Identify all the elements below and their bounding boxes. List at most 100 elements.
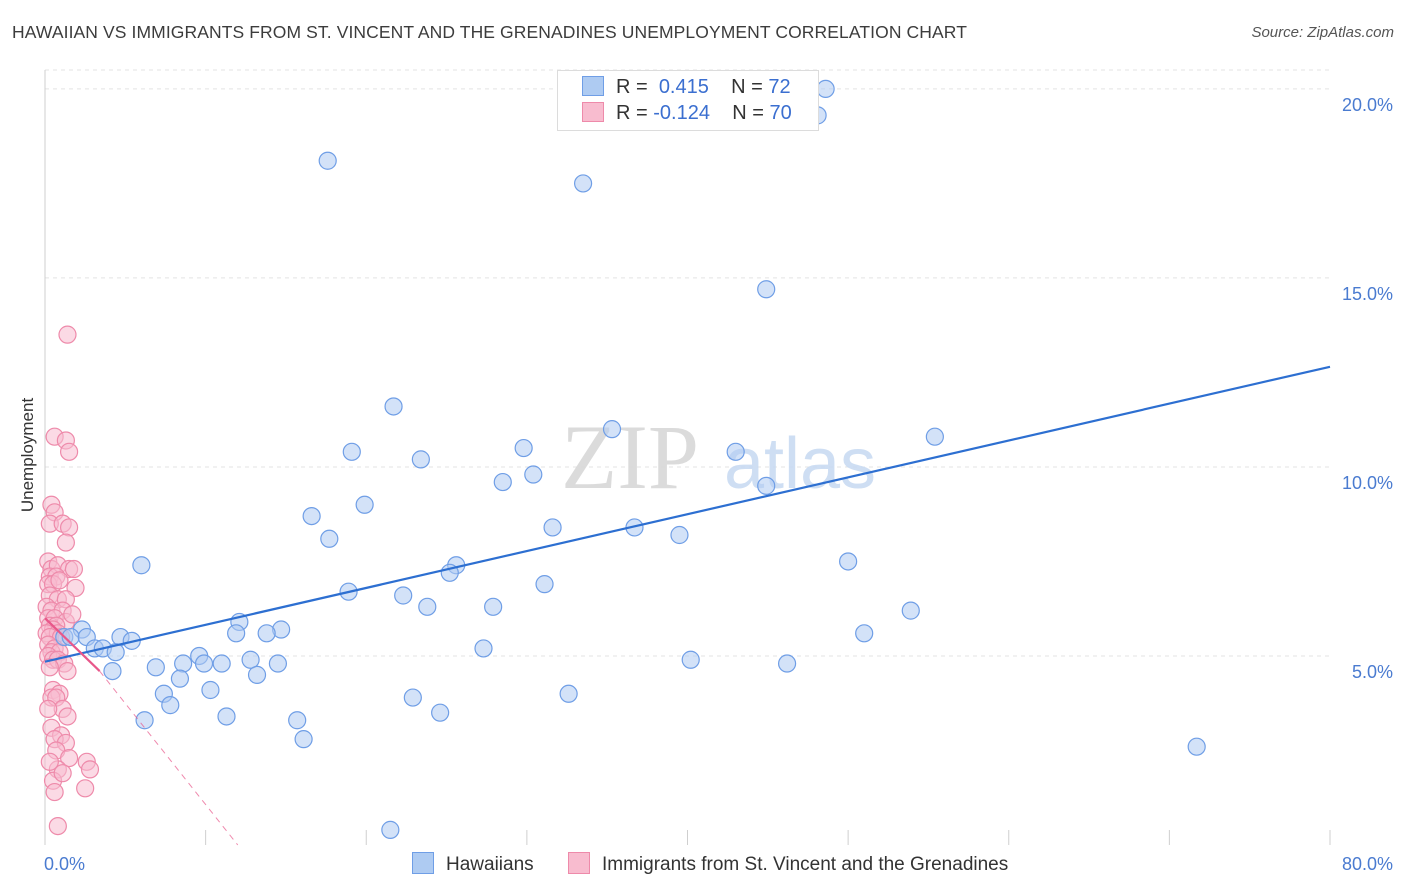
point-hawaiians: [288, 711, 307, 730]
point-immigrants: [63, 605, 82, 624]
legend-r-label: R =: [616, 76, 648, 98]
y-tick-label: 15.0%: [1342, 284, 1393, 304]
point-hawaiians: [106, 643, 125, 662]
point-hawaiians: [302, 506, 321, 526]
point-immigrants: [58, 707, 77, 726]
point-hawaiians: [342, 442, 361, 461]
trend-line-immigrants: [44, 617, 101, 672]
point-hawaiians: [355, 495, 374, 514]
point-immigrants: [53, 764, 72, 783]
point-immigrants: [80, 760, 100, 779]
series-swatch-immigrants: [568, 852, 590, 874]
point-hawaiians: [170, 669, 190, 688]
point-hawaiians: [602, 420, 622, 439]
point-hawaiians: [757, 280, 776, 299]
chart-title: HAWAIIAN VS IMMIGRANTS FROM ST. VINCENT …: [12, 22, 967, 42]
y-tick-label: 10.0%: [1342, 473, 1393, 493]
legend-n-value: 72: [768, 76, 791, 98]
point-hawaiians: [535, 575, 554, 594]
watermark: ZIP atlas: [561, 406, 876, 508]
point-hawaiians: [201, 680, 220, 700]
point-hawaiians: [1187, 737, 1206, 756]
point-hawaiians: [484, 597, 503, 616]
point-hawaiians: [726, 442, 745, 461]
point-hawaiians: [474, 639, 493, 658]
trend-lines: [44, 365, 1331, 846]
point-hawaiians: [227, 624, 246, 643]
point-hawaiians: [257, 624, 276, 643]
y-tick-labels: 5.0% 10.0% 15.0% 20.0%: [1342, 95, 1393, 682]
y-axis-label: Unemployment: [18, 398, 37, 513]
series-legend-hawaiians[interactable]: Hawaiians: [412, 852, 534, 876]
point-hawaiians: [573, 174, 593, 193]
y-tick-label: 20.0%: [1342, 95, 1393, 115]
legend-r-value: 0.415: [658, 76, 709, 98]
legend-n-value: 70: [769, 102, 792, 124]
point-hawaiians: [777, 654, 797, 673]
grid-lines: [45, 69, 1330, 657]
point-hawaiians: [403, 688, 422, 707]
point-hawaiians: [161, 696, 180, 715]
point-hawaiians: [757, 476, 776, 495]
legend-n-label: N =: [732, 102, 764, 124]
point-hawaiians: [268, 654, 288, 673]
point-immigrants: [76, 779, 95, 798]
point-hawaiians: [247, 665, 267, 684]
watermark-zip: ZIP: [561, 406, 699, 508]
correlation-legend: R = 0.415 N = 72 R = -0.124 N = 70: [557, 70, 819, 131]
point-hawaiians: [559, 684, 578, 703]
trend-line-hawaiians: [44, 365, 1331, 663]
point-hawaiians: [411, 450, 430, 469]
series-immigrants-points: [37, 325, 100, 836]
point-hawaiians: [670, 525, 689, 545]
series-swatch-hawaiians: [412, 852, 434, 874]
point-hawaiians: [212, 654, 231, 673]
point-hawaiians: [241, 650, 260, 669]
point-hawaiians: [493, 472, 512, 492]
point-immigrants: [58, 661, 77, 681]
point-hawaiians: [103, 661, 122, 681]
point-immigrants: [64, 559, 84, 579]
point-hawaiians: [132, 556, 151, 575]
series-label-hawaiians: Hawaiians: [446, 854, 534, 875]
series-label-immigrants: Immigrants from St. Vincent and the Gren…: [602, 854, 1009, 875]
legend-row-immigrants: R = -0.124 N = 70: [582, 102, 792, 128]
point-hawaiians: [318, 151, 337, 170]
legend-row-hawaiians: R = 0.415 N = 72: [582, 76, 791, 102]
point-hawaiians: [901, 601, 920, 620]
point-immigrants: [59, 442, 79, 461]
legend-swatch-hawaiians: [582, 76, 604, 96]
point-hawaiians: [839, 552, 858, 571]
point-immigrants: [59, 748, 79, 768]
watermark-atlas: atlas: [724, 424, 876, 504]
point-hawaiians: [431, 703, 450, 722]
point-hawaiians: [394, 586, 413, 605]
point-hawaiians: [855, 624, 874, 643]
y-tick-label: 5.0%: [1352, 662, 1393, 682]
point-immigrants: [45, 782, 64, 802]
legend-n-label: N =: [731, 76, 763, 98]
point-hawaiians: [681, 650, 700, 669]
point-hawaiians: [514, 438, 533, 458]
point-hawaiians: [194, 654, 214, 673]
legend-swatch-immigrants: [582, 102, 604, 122]
point-hawaiians: [174, 654, 193, 673]
point-hawaiians: [384, 397, 403, 416]
point-immigrants: [56, 533, 75, 552]
point-immigrants: [58, 325, 77, 344]
point-immigrants: [39, 699, 58, 719]
x-tick-label-max: 80.0%: [1342, 854, 1393, 874]
legend-r-label: R =: [616, 102, 648, 124]
point-hawaiians: [320, 529, 339, 548]
trend-line-immigrants-extended: [99, 670, 239, 846]
source-credit: Source: ZipAtlas.com: [1251, 24, 1394, 41]
point-hawaiians: [135, 711, 154, 730]
series-legend: Hawaiians Immigrants from St. Vincent an…: [0, 852, 1406, 878]
x-tick-label-min: 0.0%: [44, 854, 85, 874]
point-hawaiians: [217, 707, 236, 726]
point-hawaiians: [418, 597, 437, 616]
series-legend-immigrants[interactable]: Immigrants from St. Vincent and the Gren…: [568, 852, 1008, 876]
legend-r-value: -0.124: [653, 102, 710, 124]
point-immigrants: [40, 658, 59, 677]
